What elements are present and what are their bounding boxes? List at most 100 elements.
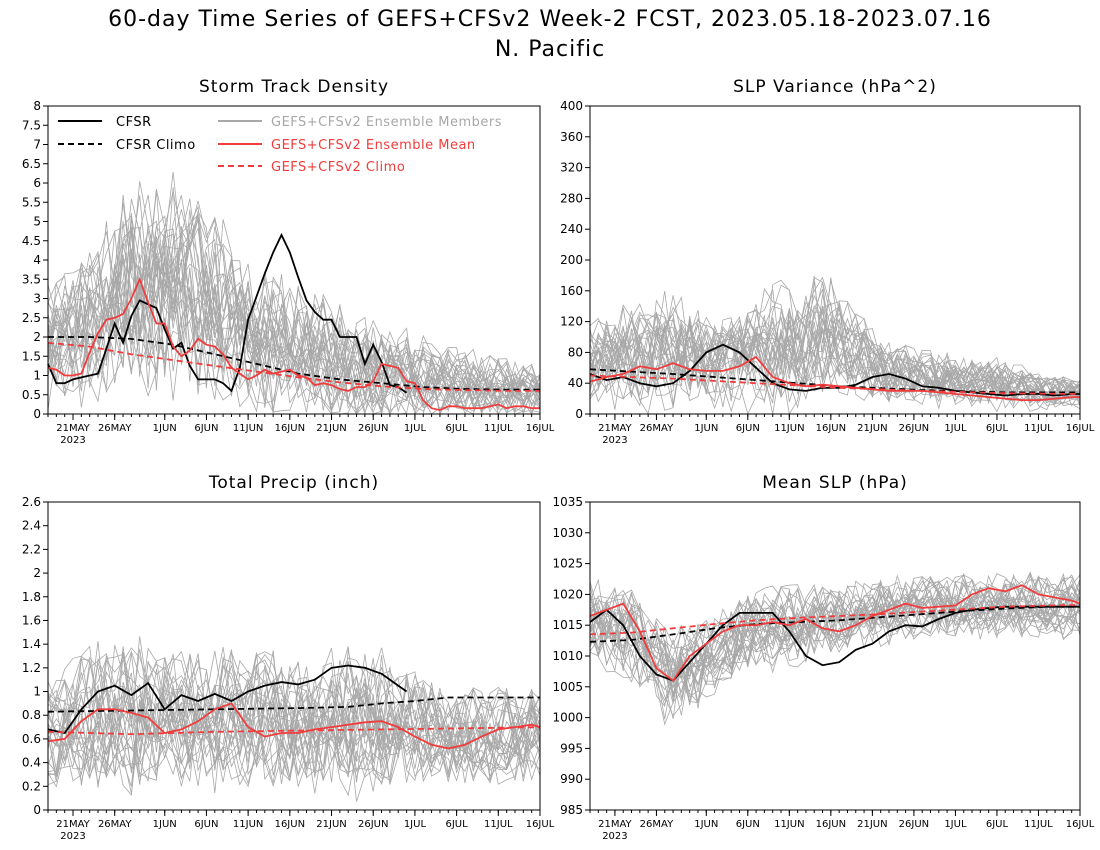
series-cfsr — [589, 343, 1080, 397]
y-tick-label: 1020 — [552, 587, 583, 601]
chart-legend: CFSR CFSR Climo GEFS+CFSv2 Ensemble Memb… — [58, 115, 502, 175]
ensemble-member-line — [47, 652, 541, 763]
plot-frame — [47, 501, 541, 811]
y-tick-label: 7.5 — [22, 118, 41, 132]
ensemble-member-line — [589, 589, 1081, 719]
x-tick-label: 21JUN — [857, 423, 887, 434]
panel-mean-slp: Mean SLP (hPa) 985 990 995 1000 1005 1010 1015 1… — [552, 473, 1094, 842]
x-tick-label: 6JUN — [194, 423, 218, 434]
x-tick-label: 11JUL — [1024, 423, 1053, 434]
y-tick-label: 80 — [568, 345, 583, 359]
x-tick-label: 16JUN — [275, 819, 305, 830]
y-tick-label: 6 — [33, 176, 41, 190]
y-tick-label: 1000 — [552, 711, 583, 725]
panel-title: Mean SLP (hPa) — [762, 473, 908, 493]
ensemble-members — [589, 275, 1081, 416]
x-tick-label: 6JUL — [986, 423, 1009, 434]
legend-label-gefs-climo: GEFS+CFSv2 Climo — [271, 160, 405, 175]
panel-slp-variance: SLP Variance (hPa^2) 0 40 80 120 160 200 240 280… — [560, 77, 1095, 446]
series-cfsr-climo — [47, 696, 540, 713]
series-gefs-cfsv2-climo — [47, 726, 541, 736]
x-tick-label: 6JUL — [986, 819, 1009, 830]
ensemble-member-line — [589, 276, 1081, 393]
series-gefs-cfsv2-climo — [589, 374, 1081, 395]
series-gefs-cfsv2-ensemble-mean — [47, 276, 540, 412]
x-tick-label: 1JUN — [153, 423, 177, 434]
ensemble-member-line — [47, 215, 541, 402]
x-tick-label: 11JUN — [233, 423, 263, 434]
legend-label-cfsr-climo: CFSR Climo — [116, 138, 196, 153]
ensemble-member-line — [589, 314, 1081, 403]
series-cfsr — [47, 664, 408, 735]
ensemble-member-line — [589, 597, 1081, 706]
ensemble-member-line — [589, 599, 1081, 698]
y-tick-label: 1015 — [552, 618, 583, 632]
ensemble-member-line — [589, 588, 1081, 698]
y-tick-label: 3.5 — [22, 272, 41, 286]
ensemble-member-line — [47, 689, 541, 786]
x-tick-label: 16JUN — [275, 423, 305, 434]
y-tick-label: 995 — [560, 741, 583, 755]
panel-title: SLP Variance (hPa^2) — [733, 77, 937, 97]
x-tick-label: 1JUL — [404, 423, 427, 434]
y-tick-label: 1.5 — [22, 349, 41, 363]
ensemble-member-line — [589, 600, 1081, 708]
y-tick-label: 1.2 — [22, 661, 41, 675]
ensemble-member-line — [47, 679, 541, 775]
series-cfsr-climo — [589, 605, 1080, 643]
ensemble-member-line — [589, 573, 1081, 680]
y-tick-label: 1005 — [552, 680, 583, 694]
figure-title-line2: N. Pacific — [495, 37, 605, 62]
y-tick-label: 3 — [33, 292, 41, 306]
series-gefs-cfsv2-ensemble-mean — [589, 355, 1080, 402]
ensemble-member-line — [589, 573, 1081, 669]
x-tick-label: 26JUN — [899, 423, 929, 434]
x-tick-label: 6JUN — [736, 819, 760, 830]
y-tick-label: 320 — [560, 161, 583, 175]
y-tick-label: 2.2 — [22, 542, 41, 556]
y-tick-label: 0.8 — [22, 708, 41, 722]
x-tick-label: 16JUL — [1066, 423, 1095, 434]
y-tick-label: 0.4 — [22, 756, 41, 770]
y-tick-label: 2.4 — [22, 519, 41, 533]
ensemble-member-line — [589, 315, 1081, 405]
y-tick-label: 240 — [560, 222, 583, 236]
ensemble-member-line — [47, 195, 541, 399]
figure-title-line1: 60-day Time Series of GEFS+CFSv2 Week-2 … — [108, 7, 992, 32]
y-tick-label: 8 — [33, 99, 41, 113]
x-tick-label: 21MAY — [56, 423, 90, 434]
x-year-label: 2023 — [60, 435, 85, 446]
y-tick-label: 1035 — [552, 495, 583, 509]
ensemble-members — [589, 571, 1081, 726]
ensemble-member-line — [589, 597, 1081, 726]
x-tick-label: 11JUL — [1024, 819, 1053, 830]
ensemble-member-line — [589, 277, 1081, 394]
ensemble-member-line — [47, 647, 541, 739]
x-tick-label: 16JUN — [816, 423, 846, 434]
ensemble-member-line — [589, 329, 1081, 407]
y-tick-label: 160 — [560, 284, 583, 298]
legend-label-members: GEFS+CFSv2 Ensemble Members — [271, 115, 502, 130]
x-tick-label: 21JUN — [316, 423, 346, 434]
x-tick-label: 26MAY — [98, 819, 132, 830]
x-tick-label: 16JUN — [816, 819, 846, 830]
ensemble-member-line — [589, 572, 1081, 679]
x-tick-label: 21MAY — [598, 423, 632, 434]
y-tick-label: 1 — [33, 369, 41, 383]
y-tick-label: 400 — [560, 99, 583, 113]
y-tick-label: 990 — [560, 772, 583, 786]
x-tick-label: 26MAY — [98, 423, 132, 434]
x-tick-label: 1JUL — [944, 819, 967, 830]
series-gefs-cfsv2-climo — [47, 341, 540, 392]
x-tick-label: 1JUN — [694, 423, 718, 434]
y-tick-label: 4.5 — [22, 234, 41, 248]
x-tick-label: 11JUL — [484, 819, 513, 830]
y-tick-label: 2.5 — [22, 311, 41, 325]
y-tick-label: 1.8 — [22, 590, 41, 604]
x-tick-label: 21MAY — [598, 819, 632, 830]
ensemble-member-line — [47, 254, 541, 414]
x-tick-label: 21MAY — [56, 819, 90, 830]
y-tick-label: 6.5 — [22, 157, 41, 171]
x-tick-label: 6JUL — [446, 423, 469, 434]
